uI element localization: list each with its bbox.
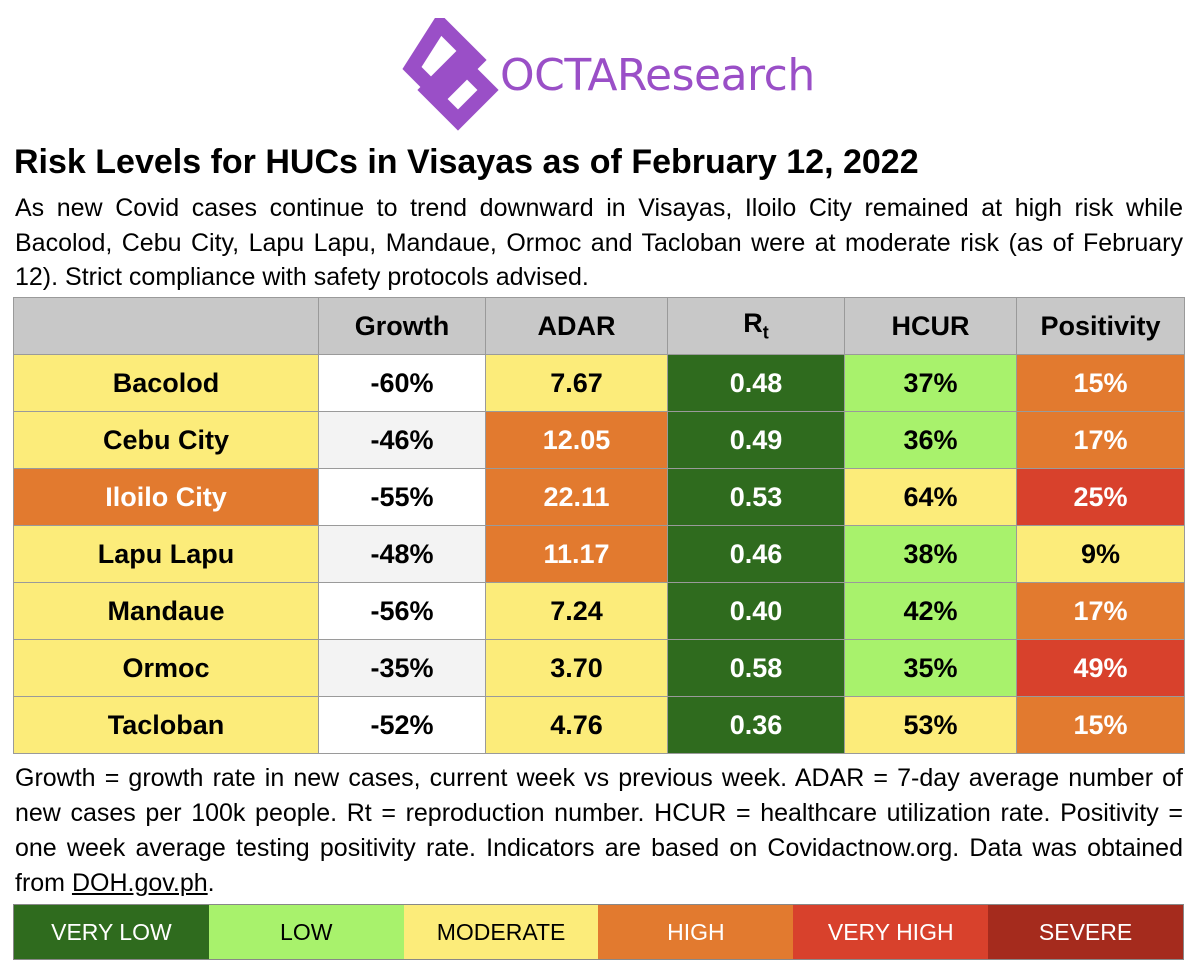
value-cell: 11.17 bbox=[485, 525, 668, 583]
table-row: Cebu City -46% 12.05 0.49 36% 17% bbox=[13, 411, 1185, 469]
city-cell: Ormoc bbox=[13, 639, 319, 697]
value-cell: 25% bbox=[1016, 468, 1185, 526]
header-row: Growth ADAR Rt HCUR Positivity bbox=[13, 297, 1185, 355]
table-body: Bacolod -60% 7.67 0.48 37% 15% Cebu City -46% 12… bbox=[13, 354, 1185, 754]
value-cell: 49% bbox=[1016, 639, 1185, 697]
value-cell: 37% bbox=[844, 354, 1017, 412]
value-cell: 0.48 bbox=[667, 354, 845, 412]
value-cell: 0.53 bbox=[667, 468, 845, 526]
legend-item: SEVERE bbox=[988, 905, 1183, 959]
value-cell: 15% bbox=[1016, 696, 1185, 754]
value-cell: 4.76 bbox=[485, 696, 668, 754]
city-cell: Lapu Lapu bbox=[13, 525, 319, 583]
description: As new Covid cases continue to trend dow… bbox=[15, 194, 1183, 291]
value-cell: 7.67 bbox=[485, 354, 668, 412]
value-cell: 12.05 bbox=[485, 411, 668, 469]
city-cell: Bacolod bbox=[13, 354, 319, 412]
value-cell: 38% bbox=[844, 525, 1017, 583]
legend-item: MODERATE bbox=[403, 905, 599, 959]
value-cell: -55% bbox=[318, 468, 486, 526]
table-row: Mandaue -56% 7.24 0.40 42% 17% bbox=[13, 582, 1185, 640]
risk-table: Growth ADAR Rt HCUR Positivity Bacolod -60% 7.… bbox=[13, 297, 1185, 754]
value-cell: -60% bbox=[318, 354, 486, 412]
table-row: Lapu Lapu -48% 11.17 0.46 38% 9% bbox=[13, 525, 1185, 583]
value-cell: 0.40 bbox=[667, 582, 845, 640]
value-cell: 0.58 bbox=[667, 639, 845, 697]
value-cell: 3.70 bbox=[485, 639, 668, 697]
footnote-end: . bbox=[207, 869, 215, 897]
value-cell: 15% bbox=[1016, 354, 1185, 412]
value-cell: 35% bbox=[844, 639, 1017, 697]
header-cell: Rt bbox=[667, 297, 845, 355]
footnote-text: Growth = growth rate in new cases, curre… bbox=[15, 764, 1183, 897]
city-cell: Mandaue bbox=[13, 582, 319, 640]
value-cell: -48% bbox=[318, 525, 486, 583]
footnote: Growth = growth rate in new cases, curre… bbox=[15, 761, 1183, 901]
logo-icon bbox=[402, 18, 499, 131]
legend-item: VERY HIGH bbox=[793, 905, 989, 959]
legend: VERY LOW LOW MODERATE HIGH VERY HIGH SEVERE bbox=[13, 904, 1184, 960]
value-cell: -46% bbox=[318, 411, 486, 469]
value-cell: 53% bbox=[844, 696, 1017, 754]
header-cell: Growth bbox=[318, 297, 486, 355]
logo-text: OCTAResearch bbox=[500, 50, 815, 101]
header-cell: ADAR bbox=[485, 297, 668, 355]
value-cell: 17% bbox=[1016, 582, 1185, 640]
value-cell: 0.46 bbox=[667, 525, 845, 583]
city-cell: Cebu City bbox=[13, 411, 319, 469]
header-text: R bbox=[743, 308, 763, 339]
title: Risk Levels for HUCs in Visayas as of Fe… bbox=[14, 143, 919, 181]
legend-item: LOW bbox=[208, 905, 404, 959]
value-cell: 36% bbox=[844, 411, 1017, 469]
city-cell: Tacloban bbox=[13, 696, 319, 754]
legend-item: HIGH bbox=[598, 905, 794, 959]
value-cell: 9% bbox=[1016, 525, 1185, 583]
value-cell: 7.24 bbox=[485, 582, 668, 640]
header-cell: Positivity bbox=[1016, 297, 1185, 355]
header-cell: HCUR bbox=[844, 297, 1017, 355]
value-cell: -52% bbox=[318, 696, 486, 754]
header-cell bbox=[13, 297, 319, 355]
table-row: Ormoc -35% 3.70 0.58 35% 49% bbox=[13, 639, 1185, 697]
footnote-link[interactable]: DOH.gov.ph bbox=[71, 869, 208, 897]
value-cell: 22.11 bbox=[485, 468, 668, 526]
value-cell: 0.49 bbox=[667, 411, 845, 469]
table-row: Tacloban -52% 4.76 0.36 53% 15% bbox=[13, 696, 1185, 754]
table-row: Bacolod -60% 7.67 0.48 37% 15% bbox=[13, 354, 1185, 412]
value-cell: 42% bbox=[844, 582, 1017, 640]
header-subscript: t bbox=[762, 322, 769, 343]
value-cell: -56% bbox=[318, 582, 486, 640]
value-cell: 17% bbox=[1016, 411, 1185, 469]
legend-item: VERY LOW bbox=[14, 905, 209, 959]
table-row: Iloilo City -55% 22.11 0.53 64% 25% bbox=[13, 468, 1185, 526]
value-cell: -35% bbox=[318, 639, 486, 697]
value-cell: 0.36 bbox=[667, 696, 845, 754]
city-cell: Iloilo City bbox=[13, 468, 319, 526]
value-cell: 64% bbox=[844, 468, 1017, 526]
